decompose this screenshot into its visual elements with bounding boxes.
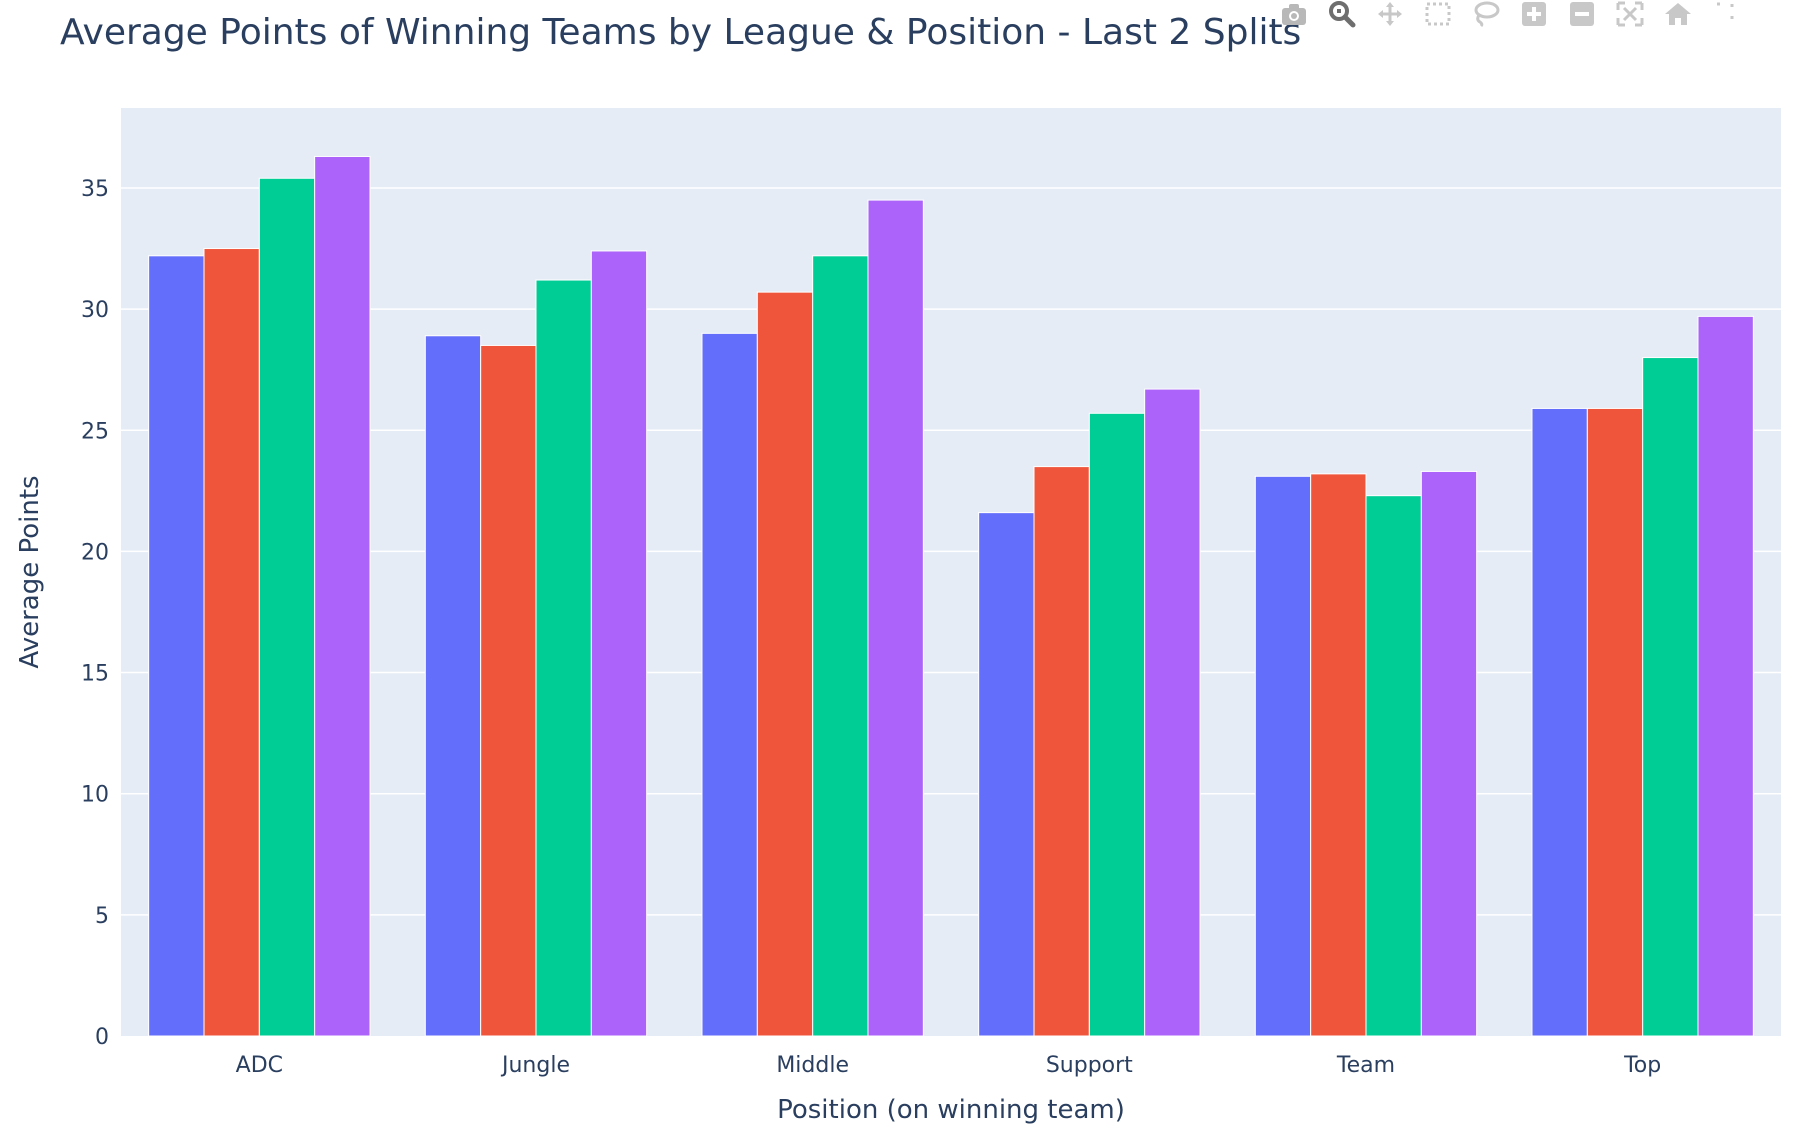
lasso-icon[interactable] bbox=[1462, 0, 1510, 30]
y-tick-label: 5 bbox=[95, 904, 109, 929]
bar-adc-1[interactable] bbox=[148, 255, 205, 1037]
bar-adc-4[interactable] bbox=[314, 155, 371, 1037]
zoom-out-icon[interactable] bbox=[1558, 0, 1606, 30]
x-tick-label-team: Team bbox=[1336, 1053, 1395, 1078]
y-tick-label: 35 bbox=[81, 177, 109, 202]
bar-jungle-2[interactable] bbox=[480, 344, 537, 1037]
x-tick-label-jungle: Jungle bbox=[500, 1053, 570, 1078]
gridlines bbox=[121, 187, 1781, 916]
bar-team-3[interactable] bbox=[1365, 495, 1422, 1037]
box-select-icon[interactable] bbox=[1414, 0, 1462, 30]
x-tick-label-middle: Middle bbox=[776, 1053, 849, 1078]
y-tick-label: 0 bbox=[95, 1025, 109, 1050]
y-axis-title: Average Points bbox=[15, 475, 45, 668]
spike-lines-icon[interactable] bbox=[1702, 0, 1750, 30]
bar-middle-1[interactable] bbox=[701, 332, 758, 1037]
x-tick-labels: ADC Jungle Middle Support Team Top bbox=[236, 1053, 1662, 1078]
bar-top-2[interactable] bbox=[1586, 407, 1644, 1037]
bar-jungle-4[interactable] bbox=[590, 250, 648, 1037]
y-tick-label: 20 bbox=[81, 540, 109, 565]
bar-team-2[interactable] bbox=[1310, 473, 1367, 1037]
bar-support-2[interactable] bbox=[1033, 466, 1090, 1037]
y-tick-label: 25 bbox=[81, 419, 109, 444]
bar-adc-2[interactable] bbox=[203, 248, 260, 1037]
x-tick-label-top: Top bbox=[1623, 1053, 1661, 1078]
autoscale-icon[interactable] bbox=[1606, 0, 1654, 30]
bars bbox=[148, 155, 1754, 1037]
bar-team-1[interactable] bbox=[1254, 475, 1312, 1037]
y-tick-label: 30 bbox=[81, 298, 109, 323]
x-axis-title: Position (on winning team) bbox=[777, 1095, 1125, 1125]
bar-top-3[interactable] bbox=[1642, 357, 1699, 1037]
bar-jungle-3[interactable] bbox=[535, 279, 592, 1037]
bar-middle-2[interactable] bbox=[756, 291, 814, 1037]
x-tick-label-support: Support bbox=[1046, 1053, 1133, 1078]
plot-area[interactable] bbox=[121, 108, 1781, 1036]
bar-team-4[interactable] bbox=[1420, 470, 1478, 1037]
bar-support-1[interactable] bbox=[978, 512, 1035, 1037]
y-tick-label: 10 bbox=[81, 783, 109, 808]
y-tick-labels: 0 5 10 15 20 25 30 35 bbox=[81, 177, 109, 1050]
zoom-in-icon[interactable] bbox=[1510, 0, 1558, 30]
bar-top-4[interactable] bbox=[1697, 315, 1754, 1037]
bar-top-1[interactable] bbox=[1531, 407, 1588, 1037]
bar-middle-3[interactable] bbox=[812, 255, 869, 1037]
camera-icon[interactable] bbox=[1270, 0, 1318, 30]
chart-title: Average Points of Winning Teams by Leagu… bbox=[60, 12, 1302, 53]
zoom-icon[interactable] bbox=[1318, 0, 1366, 30]
bar-adc-3[interactable] bbox=[258, 177, 316, 1037]
modebar bbox=[1270, 0, 1750, 36]
reset-axes-icon[interactable] bbox=[1654, 0, 1702, 30]
bar-support-3[interactable] bbox=[1088, 412, 1146, 1037]
bar-middle-4[interactable] bbox=[867, 199, 924, 1037]
x-tick-label-adc: ADC bbox=[236, 1053, 283, 1078]
y-tick-label: 15 bbox=[81, 662, 109, 687]
pan-icon[interactable] bbox=[1366, 0, 1414, 30]
bar-jungle-1[interactable] bbox=[424, 335, 482, 1037]
bar-support-4[interactable] bbox=[1144, 388, 1201, 1037]
